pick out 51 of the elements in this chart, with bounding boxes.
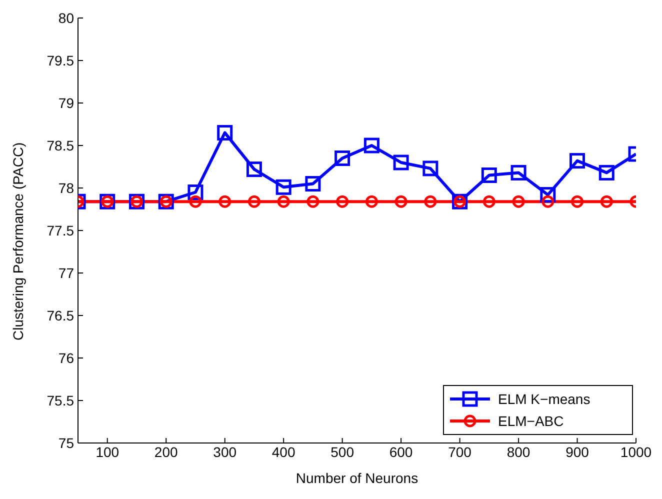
point: [364, 138, 380, 154]
point: [424, 195, 437, 208]
y-tick-label: 76.5: [46, 307, 74, 324]
x-tick-label: 100: [96, 444, 120, 460]
point: [482, 195, 496, 208]
point: [189, 195, 202, 208]
legend-label: ELM−ABC: [498, 413, 564, 429]
x-tick-label: 200: [154, 444, 178, 460]
x-tick-label: 700: [448, 444, 472, 460]
point: [276, 179, 292, 195]
point: [600, 195, 613, 208]
y-axis-title: Clustering Performance (PACC): [10, 142, 26, 340]
point: [336, 195, 349, 208]
y-tick-label: 80: [58, 10, 74, 26]
point: [305, 176, 321, 192]
y-tick-label: 75.5: [46, 392, 74, 408]
point: [542, 195, 554, 208]
point: [306, 195, 320, 208]
x-axis-title: Number of Neurons: [296, 470, 418, 486]
point: [510, 164, 526, 180]
y-tick-label: 78.5: [46, 137, 74, 154]
x-tick-label: 500: [330, 444, 354, 460]
x-tick-label: 900: [566, 444, 590, 460]
x-tick-label: 1000: [620, 444, 652, 460]
y-tick-label: 78: [58, 180, 74, 196]
point: [365, 195, 378, 208]
point: [570, 153, 586, 169]
y-tick-label: 77.5: [46, 222, 74, 238]
point: [598, 164, 614, 180]
point: [512, 195, 525, 208]
y-tick-label: 75: [58, 434, 74, 451]
point: [393, 154, 409, 170]
x-tick-label: 800: [506, 444, 530, 460]
point: [218, 195, 232, 208]
point: [277, 195, 290, 208]
y-tick-label: 79.5: [46, 52, 74, 68]
point: [394, 195, 408, 208]
y-tick-label: 77: [58, 264, 74, 281]
point: [217, 125, 233, 140]
y-tick-label: 76: [58, 350, 74, 366]
x-tick-label: 600: [389, 444, 413, 460]
x-tick-label: 300: [213, 444, 237, 460]
x-tick-label: 400: [272, 444, 296, 460]
point: [571, 195, 584, 208]
legend-label: ELM K−means: [498, 391, 590, 407]
point: [246, 162, 262, 178]
y-tick-label: 79: [58, 94, 74, 111]
point: [422, 160, 438, 176]
point: [481, 168, 497, 183]
point: [248, 195, 260, 208]
point: [334, 150, 350, 166]
